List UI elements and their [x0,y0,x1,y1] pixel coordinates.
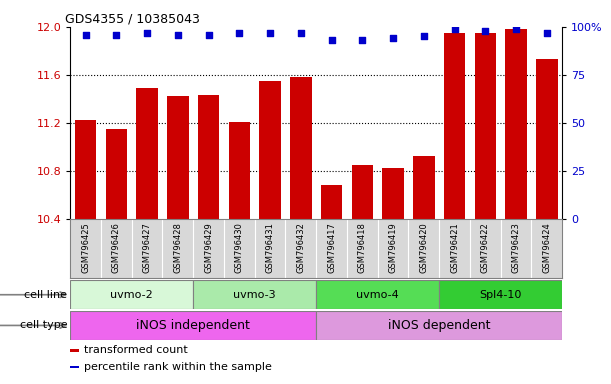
Point [173,31,183,38]
Point [327,37,337,43]
Text: GSM796425: GSM796425 [81,222,90,273]
Text: GSM796419: GSM796419 [389,222,398,273]
Bar [106,129,127,219]
Point [450,26,459,32]
Text: uvmo-4: uvmo-4 [356,290,399,300]
Bar [136,88,158,219]
Point [480,28,490,34]
Bar [505,29,527,219]
Text: GSM796429: GSM796429 [204,222,213,273]
Text: GSM796427: GSM796427 [142,222,152,273]
Point [265,30,275,36]
Point [142,30,152,36]
Text: GSM796424: GSM796424 [542,222,551,273]
Bar [444,33,466,219]
Bar [198,95,219,219]
Bar [70,366,79,368]
Text: GSM796426: GSM796426 [112,222,121,273]
Point [419,33,429,40]
Bar [475,33,496,219]
Text: GSM796418: GSM796418 [358,222,367,273]
Text: GSM796420: GSM796420 [419,222,428,273]
Text: GSM796430: GSM796430 [235,222,244,273]
Bar [290,77,312,219]
Text: percentile rank within the sample: percentile rank within the sample [84,362,272,372]
Text: Spl4-10: Spl4-10 [480,290,522,300]
Bar [259,81,281,219]
Bar [413,157,434,219]
Bar [75,121,97,219]
Bar [382,169,404,219]
FancyBboxPatch shape [70,311,316,340]
Point [81,31,90,38]
Bar [167,96,189,219]
Text: GSM796421: GSM796421 [450,222,459,273]
Text: uvmo-3: uvmo-3 [233,290,276,300]
FancyBboxPatch shape [193,280,316,309]
Bar [351,165,373,219]
Point [296,30,306,36]
Point [357,37,367,43]
Text: transformed count: transformed count [84,345,188,356]
Text: GSM796417: GSM796417 [327,222,336,273]
Point [203,31,213,38]
FancyBboxPatch shape [316,280,439,309]
Text: GSM796422: GSM796422 [481,222,490,273]
Text: cell line: cell line [24,290,67,300]
Bar [70,349,79,352]
Point [235,30,244,36]
FancyBboxPatch shape [439,280,562,309]
Text: cell type: cell type [20,320,67,331]
Text: GSM796432: GSM796432 [296,222,306,273]
FancyBboxPatch shape [316,311,562,340]
Point [542,30,552,36]
Text: GSM796423: GSM796423 [511,222,521,273]
Point [111,31,121,38]
Point [511,26,521,32]
Text: iNOS dependent: iNOS dependent [388,319,491,332]
FancyBboxPatch shape [70,280,193,309]
Bar [536,59,557,219]
Text: GSM796431: GSM796431 [266,222,274,273]
Bar [229,122,250,219]
Point [388,35,398,41]
Text: iNOS independent: iNOS independent [136,319,250,332]
Text: GSM796428: GSM796428 [174,222,182,273]
Text: GDS4355 / 10385043: GDS4355 / 10385043 [65,13,200,26]
Bar [321,185,342,219]
Text: uvmo-2: uvmo-2 [111,290,153,300]
